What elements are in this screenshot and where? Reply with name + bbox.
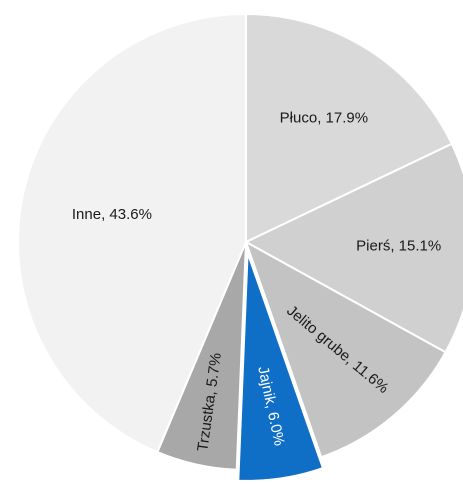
pie-slice: [17, 12, 247, 454]
pie-slice: [244, 239, 447, 459]
slice-label: Płuco, 17.9%: [280, 110, 368, 127]
pie-slice: [243, 142, 463, 354]
pie-slice: [245, 12, 454, 244]
slice-label: Inne, 43.6%: [72, 206, 152, 223]
pie-slice: [237, 252, 325, 482]
slice-label: Pierś, 15.1%: [356, 238, 441, 255]
